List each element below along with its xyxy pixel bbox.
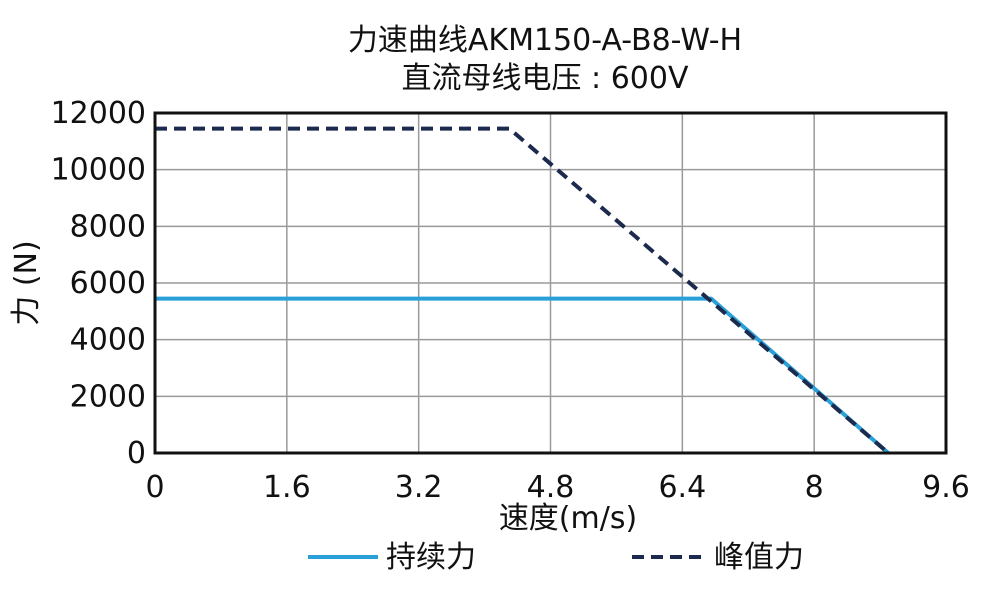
series-line-1 bbox=[155, 126, 890, 455]
x-tick-label: 0 bbox=[145, 470, 164, 505]
x-tick-label: 9.6 bbox=[922, 470, 970, 505]
x-tick-label: 3.2 bbox=[395, 470, 443, 505]
y-tick-label: 0 bbox=[127, 436, 146, 471]
x-axis-label: 速度(m/s) bbox=[499, 501, 637, 536]
y-tick-label: 10000 bbox=[51, 153, 146, 188]
x-tick-label: 8 bbox=[805, 470, 824, 505]
x-tick-label: 6.4 bbox=[658, 470, 706, 505]
series-layer bbox=[155, 126, 890, 455]
legend-label-peak-force: 峰值力 bbox=[714, 540, 804, 575]
y-tick-label: 6000 bbox=[70, 266, 146, 301]
x-tick-label: 1.6 bbox=[263, 470, 311, 505]
x-tick-labels: 0 1.6 3.2 4.8 6.4 8 9.6 bbox=[145, 470, 969, 505]
y-tick-labels: 0 2000 4000 6000 8000 10000 12000 bbox=[51, 96, 146, 471]
y-tick-label: 2000 bbox=[70, 379, 146, 414]
y-tick-label: 4000 bbox=[70, 323, 146, 358]
plot-frame bbox=[153, 111, 948, 455]
legend: 持续力 峰值力 bbox=[308, 540, 804, 575]
series-line-0 bbox=[155, 296, 890, 455]
legend-label-continuous-force: 持续力 bbox=[386, 540, 476, 575]
x-tick-label: 4.8 bbox=[527, 470, 575, 505]
y-tick-label: 12000 bbox=[51, 96, 146, 131]
chart-subtitle: 直流母线电压 : 600V bbox=[402, 61, 689, 96]
y-tick-label: 8000 bbox=[70, 209, 146, 244]
y-axis-label: 力 (N) bbox=[9, 240, 44, 325]
chart-title: 力速曲线AKM150-A-B8-W-H bbox=[348, 23, 742, 58]
